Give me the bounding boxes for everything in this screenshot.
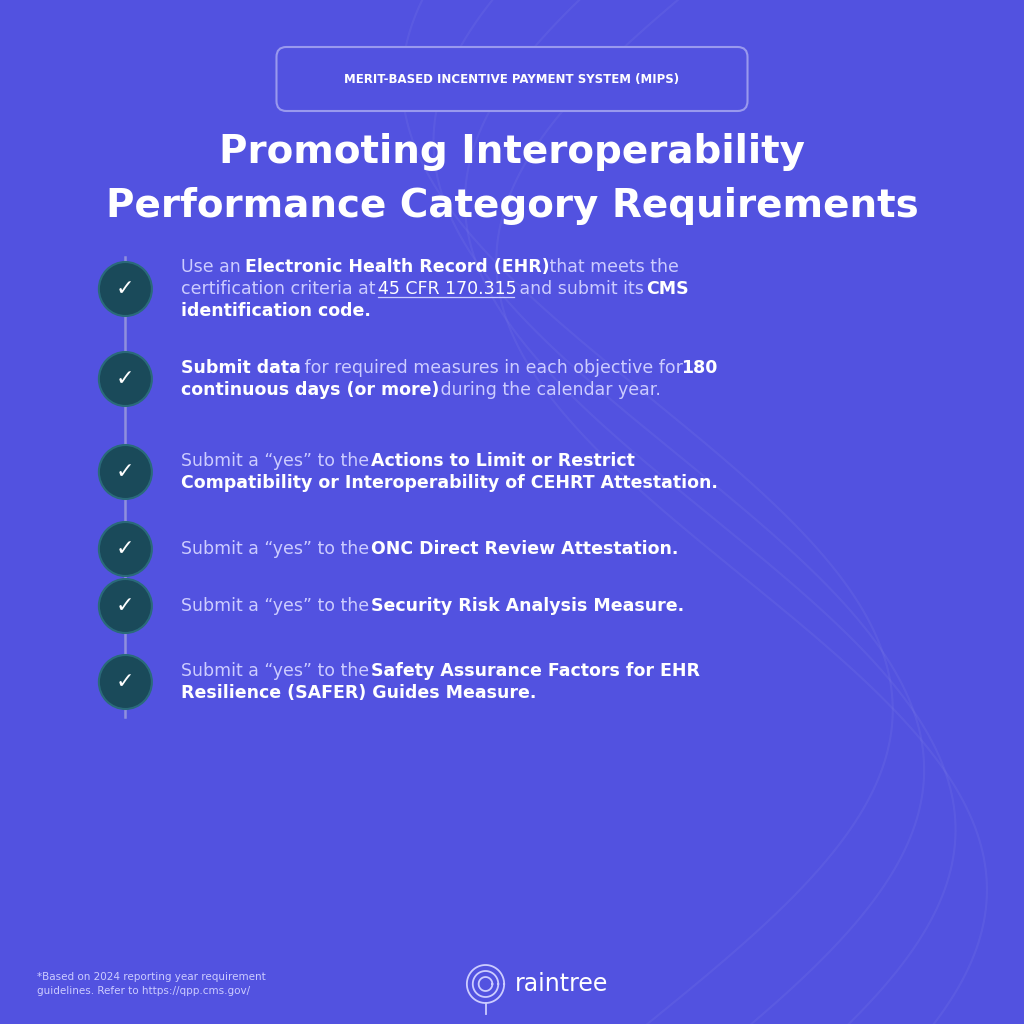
Text: Performance Category Requirements: Performance Category Requirements (105, 187, 919, 225)
Text: Resilience (SAFER) Guides Measure.: Resilience (SAFER) Guides Measure. (181, 684, 537, 701)
Circle shape (99, 655, 152, 709)
Text: identification code.: identification code. (181, 301, 371, 319)
Text: Submit a “yes” to the: Submit a “yes” to the (181, 540, 375, 558)
Text: 180: 180 (681, 359, 718, 377)
Circle shape (99, 352, 152, 406)
Text: Electronic Health Record (EHR): Electronic Health Record (EHR) (246, 258, 550, 276)
Text: certification criteria at: certification criteria at (181, 280, 381, 298)
Text: that meets the: that meets the (545, 258, 679, 276)
Text: ✓: ✓ (116, 539, 135, 559)
Text: raintree: raintree (515, 972, 608, 996)
Circle shape (99, 579, 152, 633)
Text: Use an: Use an (181, 258, 247, 276)
Text: Submit a “yes” to the: Submit a “yes” to the (181, 663, 375, 680)
Text: during the calendar year.: during the calendar year. (435, 381, 660, 398)
Text: Submit data: Submit data (181, 359, 301, 377)
FancyBboxPatch shape (276, 47, 748, 111)
Text: Compatibility or Interoperability of CEHRT Attestation.: Compatibility or Interoperability of CEH… (181, 474, 718, 492)
Text: Submit a “yes” to the: Submit a “yes” to the (181, 453, 375, 470)
Text: *Based on 2024 reporting year requirement
guidelines. Refer to https://qpp.cms.g: *Based on 2024 reporting year requiremen… (37, 972, 266, 996)
Text: and submit its: and submit its (514, 280, 649, 298)
Text: ✓: ✓ (116, 672, 135, 692)
Text: Promoting Interoperability: Promoting Interoperability (219, 133, 805, 171)
Circle shape (99, 522, 152, 575)
Text: ✓: ✓ (116, 279, 135, 299)
Text: 45 CFR 170.315: 45 CFR 170.315 (378, 280, 516, 298)
Text: continuous days (or more): continuous days (or more) (181, 381, 439, 398)
Text: CMS: CMS (646, 280, 689, 298)
Circle shape (99, 262, 152, 316)
Text: for required measures in each objective for: for required measures in each objective … (299, 359, 688, 377)
Text: Submit a “yes” to the: Submit a “yes” to the (181, 597, 375, 615)
Text: Safety Assurance Factors for EHR: Safety Assurance Factors for EHR (372, 663, 700, 680)
Circle shape (99, 445, 152, 499)
Text: ONC Direct Review Attestation.: ONC Direct Review Attestation. (372, 540, 679, 558)
Text: ✓: ✓ (116, 462, 135, 482)
Text: Security Risk Analysis Measure.: Security Risk Analysis Measure. (372, 597, 684, 615)
Text: ✓: ✓ (116, 596, 135, 616)
Text: MERIT-BASED INCENTIVE PAYMENT SYSTEM (MIPS): MERIT-BASED INCENTIVE PAYMENT SYSTEM (MI… (344, 73, 680, 85)
Text: Actions to Limit or Restrict: Actions to Limit or Restrict (372, 453, 635, 470)
Text: ✓: ✓ (116, 369, 135, 389)
